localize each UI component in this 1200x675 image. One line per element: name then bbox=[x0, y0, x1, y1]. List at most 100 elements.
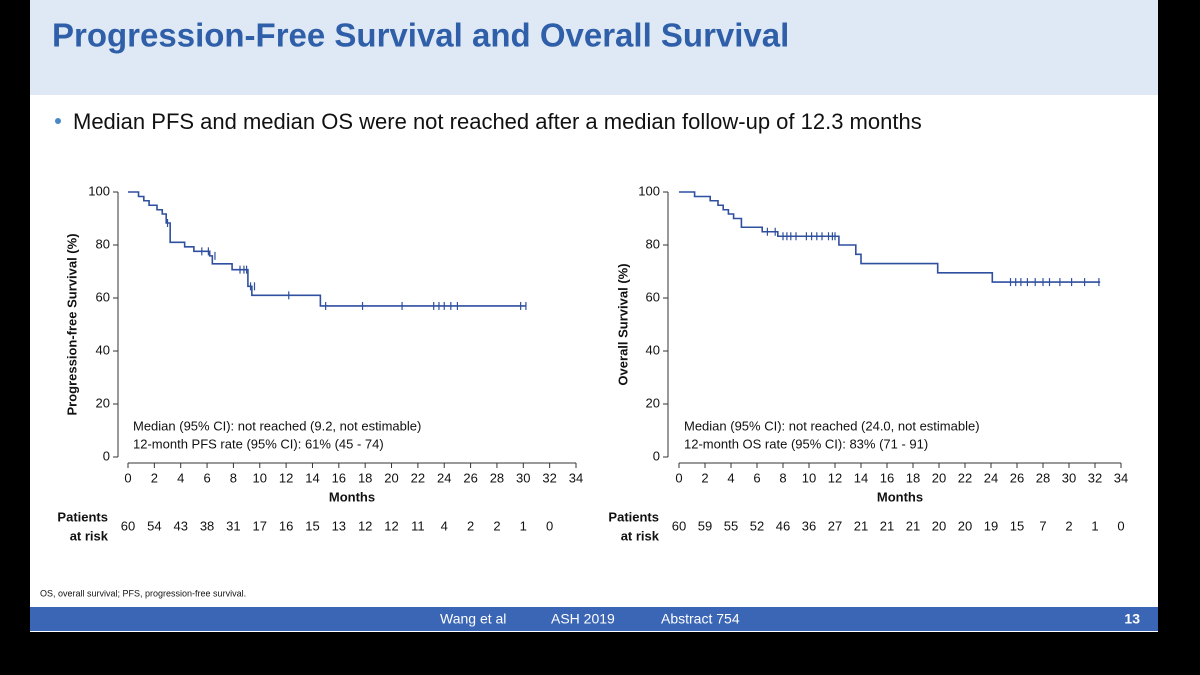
x-tick-label: 18 bbox=[358, 470, 372, 485]
at-risk-count: 55 bbox=[724, 518, 738, 533]
y-tick-label: 40 bbox=[646, 342, 660, 357]
y-tick-label: 80 bbox=[646, 236, 660, 251]
at-risk-label: at risk bbox=[70, 528, 109, 543]
x-tick-label: 34 bbox=[569, 470, 583, 485]
bullet-dot bbox=[55, 118, 61, 124]
y-axis-title: Progression-free Survival (%) bbox=[64, 233, 79, 415]
x-tick-label: 10 bbox=[253, 470, 267, 485]
at-risk-count: 1 bbox=[1091, 518, 1098, 533]
annotation: Median (95% CI): not reached (9.2, not e… bbox=[133, 418, 421, 433]
annotation: 12-month PFS rate (95% CI): 61% (45 - 74… bbox=[133, 436, 384, 451]
x-tick-label: 8 bbox=[230, 470, 237, 485]
x-tick-label: 24 bbox=[437, 470, 451, 485]
at-risk-label: at risk bbox=[621, 528, 660, 543]
x-tick-label: 16 bbox=[332, 470, 346, 485]
x-tick-label: 30 bbox=[1062, 470, 1076, 485]
x-tick-label: 12 bbox=[828, 470, 842, 485]
y-tick-label: 60 bbox=[96, 289, 110, 304]
x-tick-label: 16 bbox=[880, 470, 894, 485]
at-risk-count: 2 bbox=[467, 518, 474, 533]
at-risk-count: 15 bbox=[1010, 518, 1024, 533]
at-risk-count: 12 bbox=[384, 518, 398, 533]
at-risk-count: 27 bbox=[828, 518, 842, 533]
at-risk-count: 2 bbox=[1065, 518, 1072, 533]
at-risk-count: 36 bbox=[802, 518, 816, 533]
at-risk-count: 20 bbox=[958, 518, 972, 533]
x-tick-label: 20 bbox=[932, 470, 946, 485]
x-axis-title: Months bbox=[877, 489, 923, 504]
x-tick-label: 32 bbox=[1088, 470, 1102, 485]
x-tick-label: 8 bbox=[779, 470, 786, 485]
y-tick-label: 100 bbox=[88, 183, 110, 198]
x-tick-label: 24 bbox=[984, 470, 998, 485]
footer-abstract: Abstract 754 bbox=[661, 611, 740, 627]
at-risk-count: 20 bbox=[932, 518, 946, 533]
x-tick-label: 2 bbox=[701, 470, 708, 485]
x-tick-label: 6 bbox=[203, 470, 210, 485]
at-risk-count: 46 bbox=[776, 518, 790, 533]
x-tick-label: 10 bbox=[802, 470, 816, 485]
x-tick-label: 22 bbox=[411, 470, 425, 485]
at-risk-count: 59 bbox=[698, 518, 712, 533]
page-number: 13 bbox=[1124, 611, 1140, 627]
at-risk-count: 7 bbox=[1039, 518, 1046, 533]
annotation: Median (95% CI): not reached (24.0, not … bbox=[684, 418, 980, 433]
at-risk-count: 0 bbox=[546, 518, 553, 533]
x-tick-label: 26 bbox=[1010, 470, 1024, 485]
y-tick-label: 20 bbox=[646, 395, 660, 410]
at-risk-count: 16 bbox=[279, 518, 293, 533]
title-band bbox=[30, 0, 1158, 95]
at-risk-count: 17 bbox=[253, 518, 267, 533]
y-tick-label: 0 bbox=[103, 448, 110, 463]
at-risk-count: 13 bbox=[332, 518, 346, 533]
at-risk-count: 0 bbox=[1117, 518, 1124, 533]
at-risk-count: 60 bbox=[672, 518, 686, 533]
at-risk-count: 4 bbox=[441, 518, 448, 533]
x-tick-label: 14 bbox=[305, 470, 319, 485]
x-tick-label: 4 bbox=[177, 470, 184, 485]
at-risk-count: 52 bbox=[750, 518, 764, 533]
slide-title: Progression-Free Survival and Overall Su… bbox=[52, 17, 789, 54]
y-tick-label: 40 bbox=[96, 342, 110, 357]
x-tick-label: 34 bbox=[1114, 470, 1128, 485]
at-risk-count: 38 bbox=[200, 518, 214, 533]
x-tick-label: 2 bbox=[151, 470, 158, 485]
y-axis-title: Overall Survival (%) bbox=[615, 263, 630, 385]
x-tick-label: 4 bbox=[727, 470, 734, 485]
y-tick-label: 20 bbox=[96, 395, 110, 410]
survival-curve bbox=[679, 191, 1101, 283]
at-risk-count: 21 bbox=[880, 518, 894, 533]
x-tick-label: 32 bbox=[542, 470, 556, 485]
x-tick-label: 18 bbox=[906, 470, 920, 485]
at-risk-count: 54 bbox=[147, 518, 161, 533]
x-tick-label: 28 bbox=[490, 470, 504, 485]
x-axis-title: Months bbox=[329, 489, 375, 504]
at-risk-count: 19 bbox=[984, 518, 998, 533]
at-risk-count: 43 bbox=[173, 518, 187, 533]
at-risk-count: 15 bbox=[305, 518, 319, 533]
at-risk-count: 12 bbox=[358, 518, 372, 533]
at-risk-label: Patients bbox=[608, 509, 659, 524]
at-risk-count: 60 bbox=[121, 518, 135, 533]
x-tick-label: 28 bbox=[1036, 470, 1050, 485]
at-risk-count: 21 bbox=[906, 518, 920, 533]
annotation: 12-month OS rate (95% CI): 83% (71 - 91) bbox=[684, 436, 928, 451]
slide-body bbox=[30, 0, 1158, 632]
at-risk-count: 31 bbox=[226, 518, 240, 533]
at-risk-count: 21 bbox=[854, 518, 868, 533]
x-tick-label: 22 bbox=[958, 470, 972, 485]
bullet-text: Median PFS and median OS were not reache… bbox=[73, 109, 922, 134]
x-tick-label: 0 bbox=[124, 470, 131, 485]
x-tick-label: 0 bbox=[675, 470, 682, 485]
x-tick-label: 14 bbox=[854, 470, 868, 485]
at-risk-count: 11 bbox=[411, 518, 425, 533]
footnote: OS, overall survival; PFS, progression-f… bbox=[40, 588, 246, 598]
y-tick-label: 100 bbox=[638, 183, 660, 198]
at-risk-count: 2 bbox=[493, 518, 500, 533]
x-tick-label: 12 bbox=[279, 470, 293, 485]
y-tick-label: 80 bbox=[96, 236, 110, 251]
footer-authors: Wang et al bbox=[440, 611, 506, 627]
x-tick-label: 6 bbox=[753, 470, 760, 485]
